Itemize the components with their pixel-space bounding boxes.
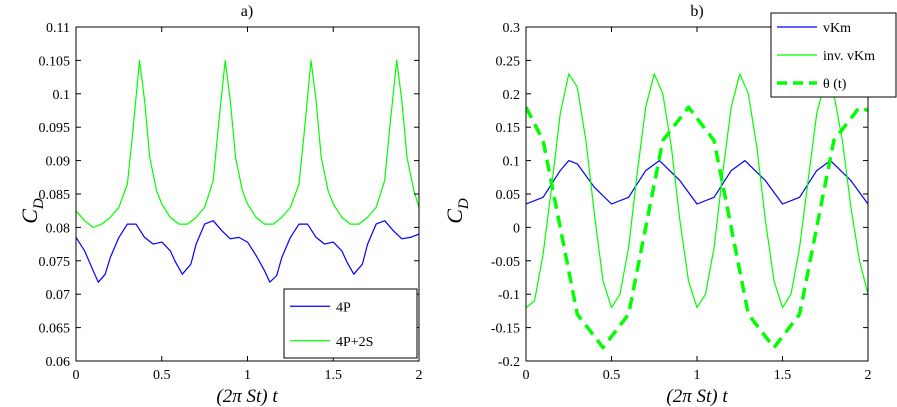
panel-b: b) CD (2π St) t 0 0.5 1 1.5 2 -0.2 -0.15 -0.1 -0… (442, 3, 897, 407)
x-tick-label: 1.5 (325, 368, 343, 383)
svg-text:CD: CD (442, 198, 472, 224)
y-tick-label: 0.1 (503, 155, 521, 170)
y-tick-label: 0.1 (53, 88, 71, 103)
y-tick-label: 0.075 (39, 255, 71, 270)
series-line-2 (526, 73, 868, 309)
legend-label: θ (t) (823, 77, 847, 92)
y-tick-label: -0.05 (491, 255, 520, 270)
legend-box (283, 288, 418, 359)
x-tick-label: 1 (244, 368, 251, 383)
x-tick-label: 2 (865, 368, 872, 383)
legend-label: inv. vKm (823, 49, 875, 64)
series-line-1 (76, 220, 419, 283)
panel-b-plot: 0 0.5 1 1.5 2 -0.2 -0.15 -0.1 -0.05 0 0.05 0.1 0.15 0… (491, 21, 872, 383)
panel-a-xlabel: (2π St) t (216, 386, 278, 407)
y-tick-label: 0.07 (46, 288, 71, 303)
series-line-1 (526, 160, 868, 205)
x-tick-label: 0 (73, 368, 80, 383)
y-tick-label: 0.25 (496, 54, 521, 69)
panel-b-ylabel: CD (442, 198, 472, 224)
y-tick-label: 0.095 (39, 121, 71, 136)
y-tick-label: 0.09 (46, 155, 71, 170)
y-tick-label: 0.08 (46, 221, 71, 236)
x-tick-label: 1.5 (774, 368, 792, 383)
y-tick-label: 0.05 (496, 188, 521, 203)
panel-a: a) CD (2π St) t 0 0.5 1 1.5 20.060.0650.070.… (17, 3, 423, 407)
y-tick-label: 0 (513, 221, 520, 236)
legend-label: 4P+2S (336, 335, 373, 350)
x-tick-label: 0.5 (603, 368, 621, 383)
y-tick-label: 0.3 (503, 21, 521, 36)
y-tick-label: 0.15 (496, 121, 521, 136)
x-tick-label: 0 (523, 368, 530, 383)
legend-label: vKm (823, 21, 851, 36)
series-line-2 (76, 59, 419, 228)
panel-a-plot: 0 0.5 1 1.5 2 0.06 0.065 0.07 0.075 0.08 0.085 0.09… (39, 21, 423, 383)
y-tick-label: 0.065 (39, 322, 71, 337)
panel-b-title: b) (690, 3, 703, 20)
legend-label: 4P (336, 300, 351, 315)
panel-b-legend: vKm inv. vKm θ (t) (770, 12, 897, 98)
y-tick-label: 0.2 (503, 88, 521, 103)
y-tick-label: -0.2 (498, 355, 520, 370)
panel-b-xlabel: (2π St) t (666, 386, 728, 407)
y-tick-label: 0.085 (39, 188, 71, 203)
y-tick-label: 0.06 (46, 355, 71, 370)
x-tick-label: 2 (416, 368, 423, 383)
x-tick-label: 1 (694, 368, 701, 383)
y-tick-label: 0.105 (39, 54, 71, 69)
x-tick-label: 0.5 (153, 368, 171, 383)
series-line-3 (526, 105, 868, 350)
y-tick-label: -0.15 (491, 322, 520, 337)
panel-a-legend: 4P 4P+2S (283, 288, 418, 359)
y-tick-label: -0.1 (498, 288, 520, 303)
panel-a-title: a) (241, 3, 253, 20)
y-tick-label: 0.11 (46, 21, 70, 36)
